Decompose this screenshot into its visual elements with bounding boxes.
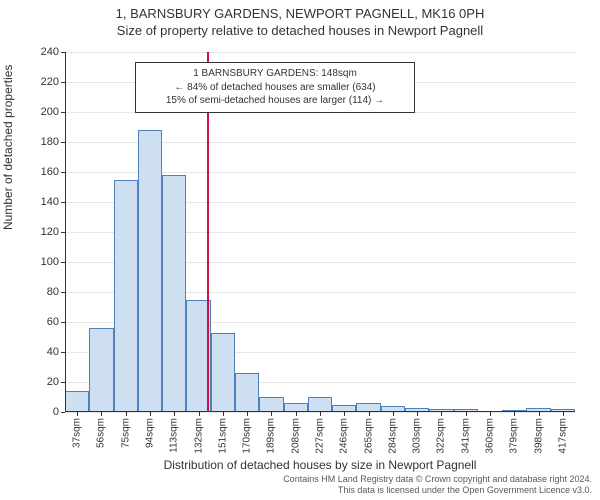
xtick-mark [199,412,200,416]
histogram-bar [114,180,138,413]
ytick-label: 120 [41,226,59,238]
ytick-label: 20 [47,376,59,388]
xtick-label: 227sqm [315,418,326,454]
x-axis-line [65,411,575,412]
y-axis-line [65,52,66,412]
xtick-label: 113sqm [169,418,180,453]
histogram-bar [308,397,332,412]
xtick-mark [174,412,175,416]
xtick-label: 398sqm [533,418,544,454]
ytick-label: 220 [41,76,59,88]
xtick-mark [466,412,467,416]
xtick-mark [514,412,515,416]
xtick-label: 94sqm [145,418,156,448]
histogram-bar [65,391,89,412]
histogram-bar [138,130,162,412]
xtick-mark [344,412,345,416]
xtick-mark [271,412,272,416]
x-axis-label: Distribution of detached houses by size … [65,458,575,472]
xtick-label: 322sqm [436,418,447,454]
xtick-label: 265sqm [363,418,374,454]
xtick-label: 379sqm [509,418,520,454]
title-line-1: 1, BARNSBURY GARDENS, NEWPORT PAGNELL, M… [0,6,600,21]
histogram-bar [211,333,235,413]
ytick-label: 40 [47,346,59,358]
xtick-label: 170sqm [242,418,253,454]
footer-line-1: Contains HM Land Registry data © Crown c… [283,474,592,485]
xtick-mark [417,412,418,416]
xtick-label: 303sqm [412,418,423,454]
xtick-label: 284sqm [387,418,398,454]
title-line-2: Size of property relative to detached ho… [0,23,600,38]
footer-attribution: Contains HM Land Registry data © Crown c… [283,474,592,496]
ytick-label: 0 [53,406,59,418]
xtick-label: 208sqm [290,418,301,454]
xtick-label: 37sqm [72,418,83,448]
ytick-label: 80 [47,286,59,298]
annotation-line-1: 1 BARNSBURY GARDENS: 148sqm [144,67,406,81]
xtick-mark [101,412,102,416]
xtick-mark [563,412,564,416]
xtick-mark [393,412,394,416]
xtick-mark [150,412,151,416]
xtick-label: 417sqm [557,418,568,454]
ytick-label: 140 [41,196,59,208]
xtick-mark [77,412,78,416]
histogram-bar [235,373,259,412]
ytick-label: 160 [41,166,59,178]
xtick-mark [126,412,127,416]
xtick-mark [369,412,370,416]
xtick-label: 56sqm [96,418,107,448]
histogram-bar [259,397,283,412]
annotation-box: 1 BARNSBURY GARDENS: 148sqm← 84% of deta… [135,62,415,113]
xtick-mark [247,412,248,416]
ytick-label: 180 [41,136,59,148]
xtick-mark [223,412,224,416]
ytick-label: 240 [41,46,59,58]
xtick-label: 246sqm [339,418,350,454]
annotation-line-2: ← 84% of detached houses are smaller (63… [144,81,406,95]
ytick-label: 60 [47,316,59,328]
xtick-label: 341sqm [460,418,471,454]
xtick-mark [490,412,491,416]
ytick-mark [61,412,65,413]
histogram-bar [162,175,186,412]
xtick-label: 189sqm [266,418,277,454]
xtick-mark [539,412,540,416]
gridline [65,52,575,53]
ytick-label: 100 [41,256,59,268]
xtick-mark [320,412,321,416]
xtick-mark [441,412,442,416]
xtick-label: 151sqm [217,418,228,454]
ytick-label: 200 [41,106,59,118]
xtick-label: 75sqm [120,418,131,448]
chart-title-block: 1, BARNSBURY GARDENS, NEWPORT PAGNELL, M… [0,6,600,38]
xtick-mark [296,412,297,416]
annotation-line-3: 15% of semi-detached houses are larger (… [144,94,406,108]
chart-container: 1, BARNSBURY GARDENS, NEWPORT PAGNELL, M… [0,0,600,500]
xtick-label: 360sqm [485,418,496,454]
plot-area: 02040608010012014016018020022024037sqm56… [65,52,575,412]
histogram-bar [89,328,113,412]
footer-line-2: This data is licensed under the Open Gov… [283,485,592,496]
xtick-label: 132sqm [193,418,204,454]
y-axis-label: Number of detached properties [1,65,15,230]
